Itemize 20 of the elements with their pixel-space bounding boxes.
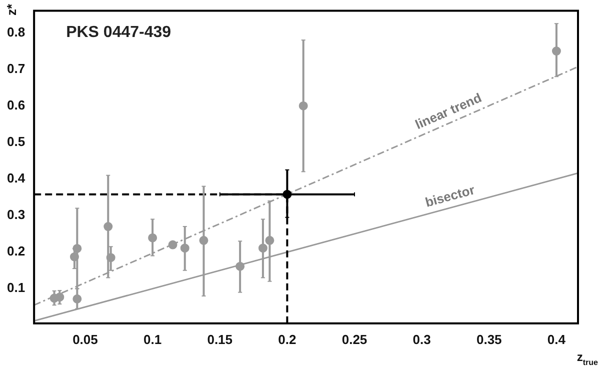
y-tick-label: 0.2: [6, 244, 26, 259]
annotation: linear trend: [412, 90, 484, 132]
x-tick-label: 0.05: [72, 332, 98, 347]
x-tick-label: 0.3: [412, 332, 431, 347]
y-tick-label: 0.7: [6, 60, 26, 76]
x-tick-label: 0.4: [547, 332, 566, 347]
x-tick-label: 0.35: [476, 332, 502, 347]
y-tick-label: 0.6: [6, 97, 26, 112]
annotation: bisector: [424, 182, 476, 210]
x-tick-label: 0.1: [144, 332, 162, 347]
y-tick-label: 0.3: [6, 207, 26, 222]
x-tick-label: 0.25: [342, 332, 368, 347]
y-axis-title: z*: [4, 3, 19, 16]
y-tick-label: 0.8: [6, 24, 26, 40]
text: PKS 0447-439: [66, 24, 172, 42]
x-tick-label: 0.2: [278, 332, 296, 347]
x-tick-label: 0.15: [207, 332, 233, 347]
y-tick-label: 0.1: [6, 280, 26, 296]
y-tick-label: 0.5: [6, 134, 26, 149]
y-tick-label: 0.4: [6, 170, 26, 186]
